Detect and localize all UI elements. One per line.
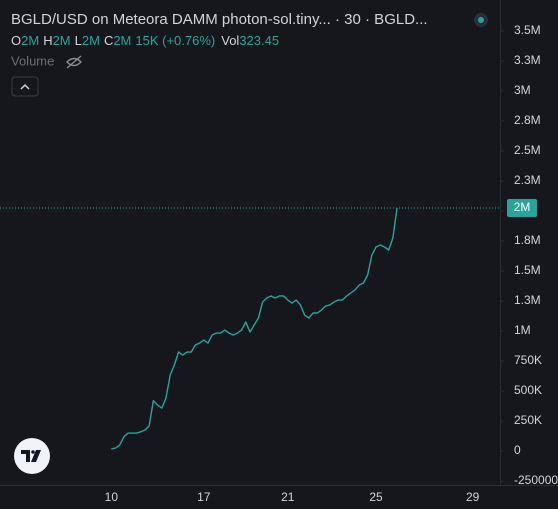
- ohlc-key: L: [75, 33, 82, 48]
- last-price-tag: [507, 198, 537, 217]
- tv-logo[interactable]: [14, 438, 50, 474]
- status-dot: [478, 17, 484, 23]
- y-tick-label: 250K: [514, 413, 542, 427]
- y-tick-label: 1.5M: [514, 263, 541, 277]
- tv-logo-dot: [31, 450, 35, 454]
- ohlc-value: 2M: [53, 33, 71, 48]
- eye-slash: [66, 55, 82, 69]
- ohlc-value: 2M: [82, 33, 100, 48]
- ohlc-key: C: [104, 33, 113, 48]
- ohlc-key: H: [43, 33, 52, 48]
- y-tick-label: 1.3M: [514, 293, 541, 307]
- ohlc-value: 2M: [113, 33, 131, 48]
- tv-logo-mark: [21, 450, 41, 462]
- collapse-button[interactable]: [11, 76, 39, 97]
- plot-area: [0, 207, 500, 450]
- x-tick-label: 29: [466, 490, 480, 504]
- x-tick-label: 17: [197, 490, 211, 504]
- ohlc-value: 2M: [21, 33, 39, 48]
- y-tick-label: 3.3M: [514, 53, 541, 67]
- y-tick-label: 1M: [514, 323, 531, 337]
- y-tick-label: -250000: [514, 473, 558, 487]
- volume-pane-label: Volume: [11, 53, 54, 68]
- y-tick-label: 750K: [514, 353, 542, 367]
- ohlc-key: O: [11, 33, 21, 48]
- change: 15K (+0.76%): [135, 33, 215, 48]
- y-tick-label: 2.5M: [514, 143, 541, 157]
- chart-title: BGLD/USD on Meteora DAMM photon-sol.tiny…: [11, 11, 428, 28]
- volume-key: Vol: [221, 33, 239, 48]
- x-tick-label: 21: [281, 490, 295, 504]
- y-tick-label: 500K: [514, 383, 542, 397]
- x-tick-label: 10: [105, 490, 119, 504]
- y-tick-label: 3.5M: [514, 23, 541, 37]
- hide-icon[interactable]: [66, 55, 82, 69]
- y-tick-label: 1.8M: [514, 233, 541, 247]
- last-price-label: 2M: [514, 200, 531, 214]
- price-line: [111, 207, 398, 450]
- y-tick-label: 2.3M: [514, 173, 541, 187]
- y-tick-label: 0: [514, 443, 521, 457]
- y-tick-label: 2.8M: [514, 113, 541, 127]
- ohlc-legend: O2M H2M L2M C2M 15K (+0.76%) Vol323.45: [11, 33, 279, 48]
- ohlc-row: O2M H2M L2M C2M 15K (+0.76%) Vol323.45: [11, 33, 279, 48]
- y-tick-label: 3M: [514, 83, 531, 97]
- x-tick-label: 25: [369, 490, 383, 504]
- volume-value: 323.45: [239, 33, 279, 48]
- chevron-icon: [20, 83, 30, 90]
